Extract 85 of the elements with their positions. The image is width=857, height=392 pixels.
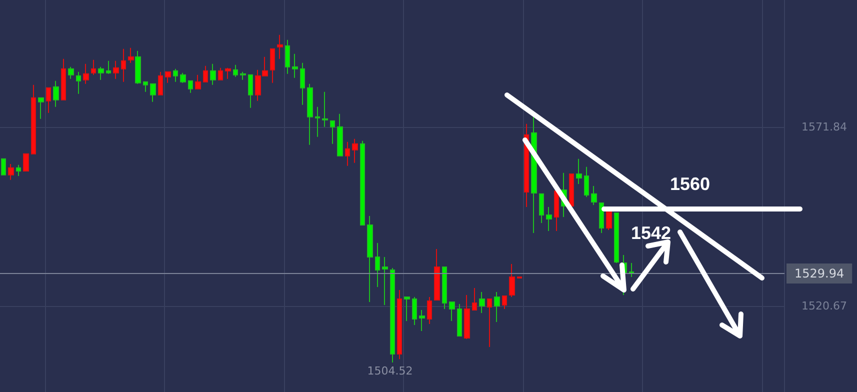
candlestick — [23, 153, 29, 172]
candlestick — [322, 91, 328, 128]
candlestick — [233, 64, 238, 78]
candlestick — [502, 295, 507, 310]
y-tick-label: 1520.67 — [802, 300, 847, 313]
y-tick-label: 1571.84 — [802, 120, 847, 134]
candlestick — [46, 87, 51, 114]
candlestick — [76, 71, 81, 94]
candlestick — [68, 66, 74, 80]
candlestick — [449, 302, 455, 322]
candlestick — [218, 67, 223, 80]
candlestick — [300, 62, 305, 106]
candlestick — [584, 166, 589, 198]
candlestick — [599, 202, 604, 234]
candlestick — [352, 138, 358, 164]
annotation: 1542 — [630, 223, 672, 243]
annotation: 1560 — [670, 174, 710, 194]
candlestick — [38, 97, 44, 120]
candlestick — [367, 215, 373, 303]
candlestick — [121, 48, 126, 82]
candlestick — [210, 63, 216, 86]
candlestick — [195, 74, 201, 90]
candlestick — [113, 60, 119, 80]
candlestick — [135, 50, 141, 84]
candlestick — [554, 190, 559, 232]
candlestick — [330, 120, 335, 144]
candlestick — [457, 304, 462, 337]
candlestick — [569, 173, 574, 206]
candlestick — [576, 158, 582, 184]
candlestick — [517, 276, 522, 279]
candlestick — [307, 83, 313, 146]
candlestick — [606, 209, 612, 230]
candlestick — [1, 158, 6, 176]
ref-line-label: 1529.94 — [794, 266, 844, 281]
candlestick — [591, 185, 597, 206]
candlestick — [509, 264, 515, 298]
candlestick — [128, 47, 134, 64]
candlestick — [629, 262, 634, 278]
candlestick — [614, 212, 619, 264]
candlestick — [188, 80, 193, 94]
candlestick — [91, 59, 96, 76]
candlestick — [165, 71, 171, 84]
candlestick — [397, 290, 402, 360]
candlestick — [292, 53, 298, 78]
candlestick — [412, 296, 417, 326]
candlestick — [225, 67, 231, 80]
candlestick — [285, 39, 290, 74]
candlestick — [203, 65, 208, 82]
candlestick — [375, 242, 380, 288]
candlestick — [546, 206, 552, 232]
candlestick — [337, 113, 343, 156]
candlestick — [494, 292, 500, 323]
candlestick — [442, 266, 447, 310]
candlestick — [61, 58, 66, 100]
candlestick — [390, 267, 395, 364]
candlestick — [53, 80, 59, 108]
candlestick — [143, 81, 148, 92]
candlestick — [427, 296, 432, 325]
candlestick — [106, 60, 111, 74]
annotation: 1504.52 — [367, 364, 413, 378]
candlestick — [472, 288, 477, 311]
candlestick — [150, 83, 156, 102]
candlestick — [360, 140, 365, 226]
candlestick — [158, 71, 163, 96]
candlestick — [487, 298, 492, 348]
candlestick — [248, 74, 253, 108]
candlestick — [382, 256, 388, 306]
candlestick — [345, 141, 350, 166]
candlestick — [479, 292, 485, 314]
candlestick — [404, 296, 410, 322]
candlestick — [270, 48, 275, 84]
candlestick — [315, 106, 320, 138]
candlestick — [8, 163, 14, 180]
candlestick — [434, 248, 440, 301]
candlestick — [31, 84, 36, 154]
candlestick — [83, 63, 89, 84]
candlestick — [173, 68, 178, 82]
candlestick — [539, 193, 544, 224]
candlestick — [464, 294, 470, 340]
candlestick — [180, 72, 186, 84]
candlestick — [277, 34, 283, 60]
candlestick — [240, 71, 246, 80]
candlestick — [98, 66, 104, 80]
candlestick — [16, 164, 21, 176]
candlestick — [419, 310, 425, 332]
